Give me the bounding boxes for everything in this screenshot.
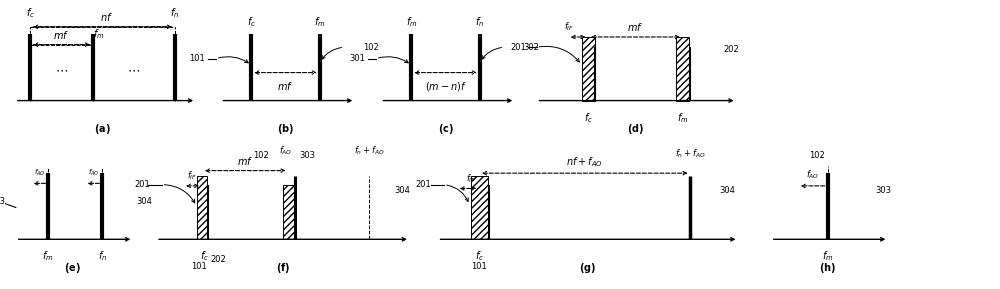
Text: $\bf{(h)}$: $\bf{(h)}$	[819, 261, 836, 275]
Text: $(m-n)f$: $(m-n)f$	[425, 80, 466, 93]
Bar	[197, 176, 207, 239]
Text: $mf$: $mf$	[237, 155, 253, 167]
Text: $f_m$: $f_m$	[93, 27, 104, 41]
Text: 201: 201	[415, 180, 431, 189]
Text: $nf+f_{AO}$: $nf+f_{AO}$	[566, 155, 603, 169]
Text: $f_c$: $f_c$	[475, 249, 484, 263]
Text: $f_m$: $f_m$	[822, 249, 833, 263]
Text: $f_{IF}$: $f_{IF}$	[466, 172, 476, 185]
Text: $\bf{(c)}$: $\bf{(c)}$	[438, 122, 453, 136]
Text: 304: 304	[136, 197, 152, 206]
Text: 303: 303	[299, 151, 315, 160]
Text: $f_m$: $f_m$	[406, 16, 417, 29]
Text: 101: 101	[471, 262, 487, 271]
Text: $f_{IF}$: $f_{IF}$	[564, 21, 574, 33]
Text: $mf$: $mf$	[277, 80, 294, 92]
Text: 303: 303	[0, 197, 5, 206]
Text: $\bf{(a)}$: $\bf{(a)}$	[94, 122, 111, 136]
Text: $f_c$: $f_c$	[584, 111, 593, 125]
Text: $f_n+f_{AO}$: $f_n+f_{AO}$	[675, 148, 706, 160]
Text: 201: 201	[134, 180, 150, 189]
Text: $f_{IF}$: $f_{IF}$	[187, 170, 198, 182]
Text: $mf$: $mf$	[627, 21, 644, 33]
Text: $f_c$: $f_c$	[200, 249, 209, 263]
Text: 202: 202	[210, 255, 226, 264]
Text: $\cdots$: $\cdots$	[127, 64, 140, 77]
Text: $f_n$: $f_n$	[475, 16, 484, 29]
Bar	[582, 37, 595, 101]
Text: $f_n$: $f_n$	[170, 7, 179, 21]
Text: 202: 202	[723, 45, 739, 54]
Text: $\cdots$: $\cdots$	[55, 64, 68, 77]
Text: $nf$: $nf$	[100, 11, 113, 23]
Text: $f_n+f_{AO}$: $f_n+f_{AO}$	[354, 144, 385, 157]
Text: $f_m$: $f_m$	[677, 111, 689, 125]
Text: $f_{AO}$: $f_{AO}$	[88, 168, 99, 178]
Text: $mf$: $mf$	[53, 29, 70, 41]
Text: 304: 304	[394, 186, 410, 195]
Text: $f_m$: $f_m$	[42, 249, 54, 263]
Text: 301: 301	[349, 54, 365, 63]
Text: $\bf{(f)}$: $\bf{(f)}$	[276, 261, 290, 275]
Text: 101: 101	[189, 54, 205, 63]
Text: $f_m$: $f_m$	[314, 16, 325, 29]
Text: $\bf{(b)}$: $\bf{(b)}$	[277, 122, 294, 136]
Text: $f_n$: $f_n$	[98, 249, 107, 263]
Text: $f_{AO}$: $f_{AO}$	[34, 168, 45, 178]
Text: 304: 304	[719, 186, 735, 195]
Text: 101: 101	[191, 262, 207, 271]
Bar	[471, 176, 488, 239]
Text: $f_{AO}$: $f_{AO}$	[806, 168, 819, 181]
Text: $\bf{(e)}$: $\bf{(e)}$	[64, 261, 81, 275]
Text: $\bf{(g)}$: $\bf{(g)}$	[579, 261, 597, 275]
Bar	[676, 37, 689, 101]
Text: 102: 102	[809, 151, 825, 160]
Text: $\bf{(d)}$: $\bf{(d)}$	[627, 122, 644, 136]
Text: 302: 302	[523, 43, 539, 52]
Text: 102: 102	[254, 151, 269, 160]
Text: 102: 102	[363, 43, 379, 52]
Text: $f_c$: $f_c$	[26, 7, 35, 21]
Text: $f_c$: $f_c$	[247, 16, 256, 29]
Text: $f_{AO}$: $f_{AO}$	[279, 144, 292, 157]
Bar	[283, 185, 294, 239]
Text: 201: 201	[511, 43, 527, 52]
Text: 303: 303	[875, 186, 891, 195]
